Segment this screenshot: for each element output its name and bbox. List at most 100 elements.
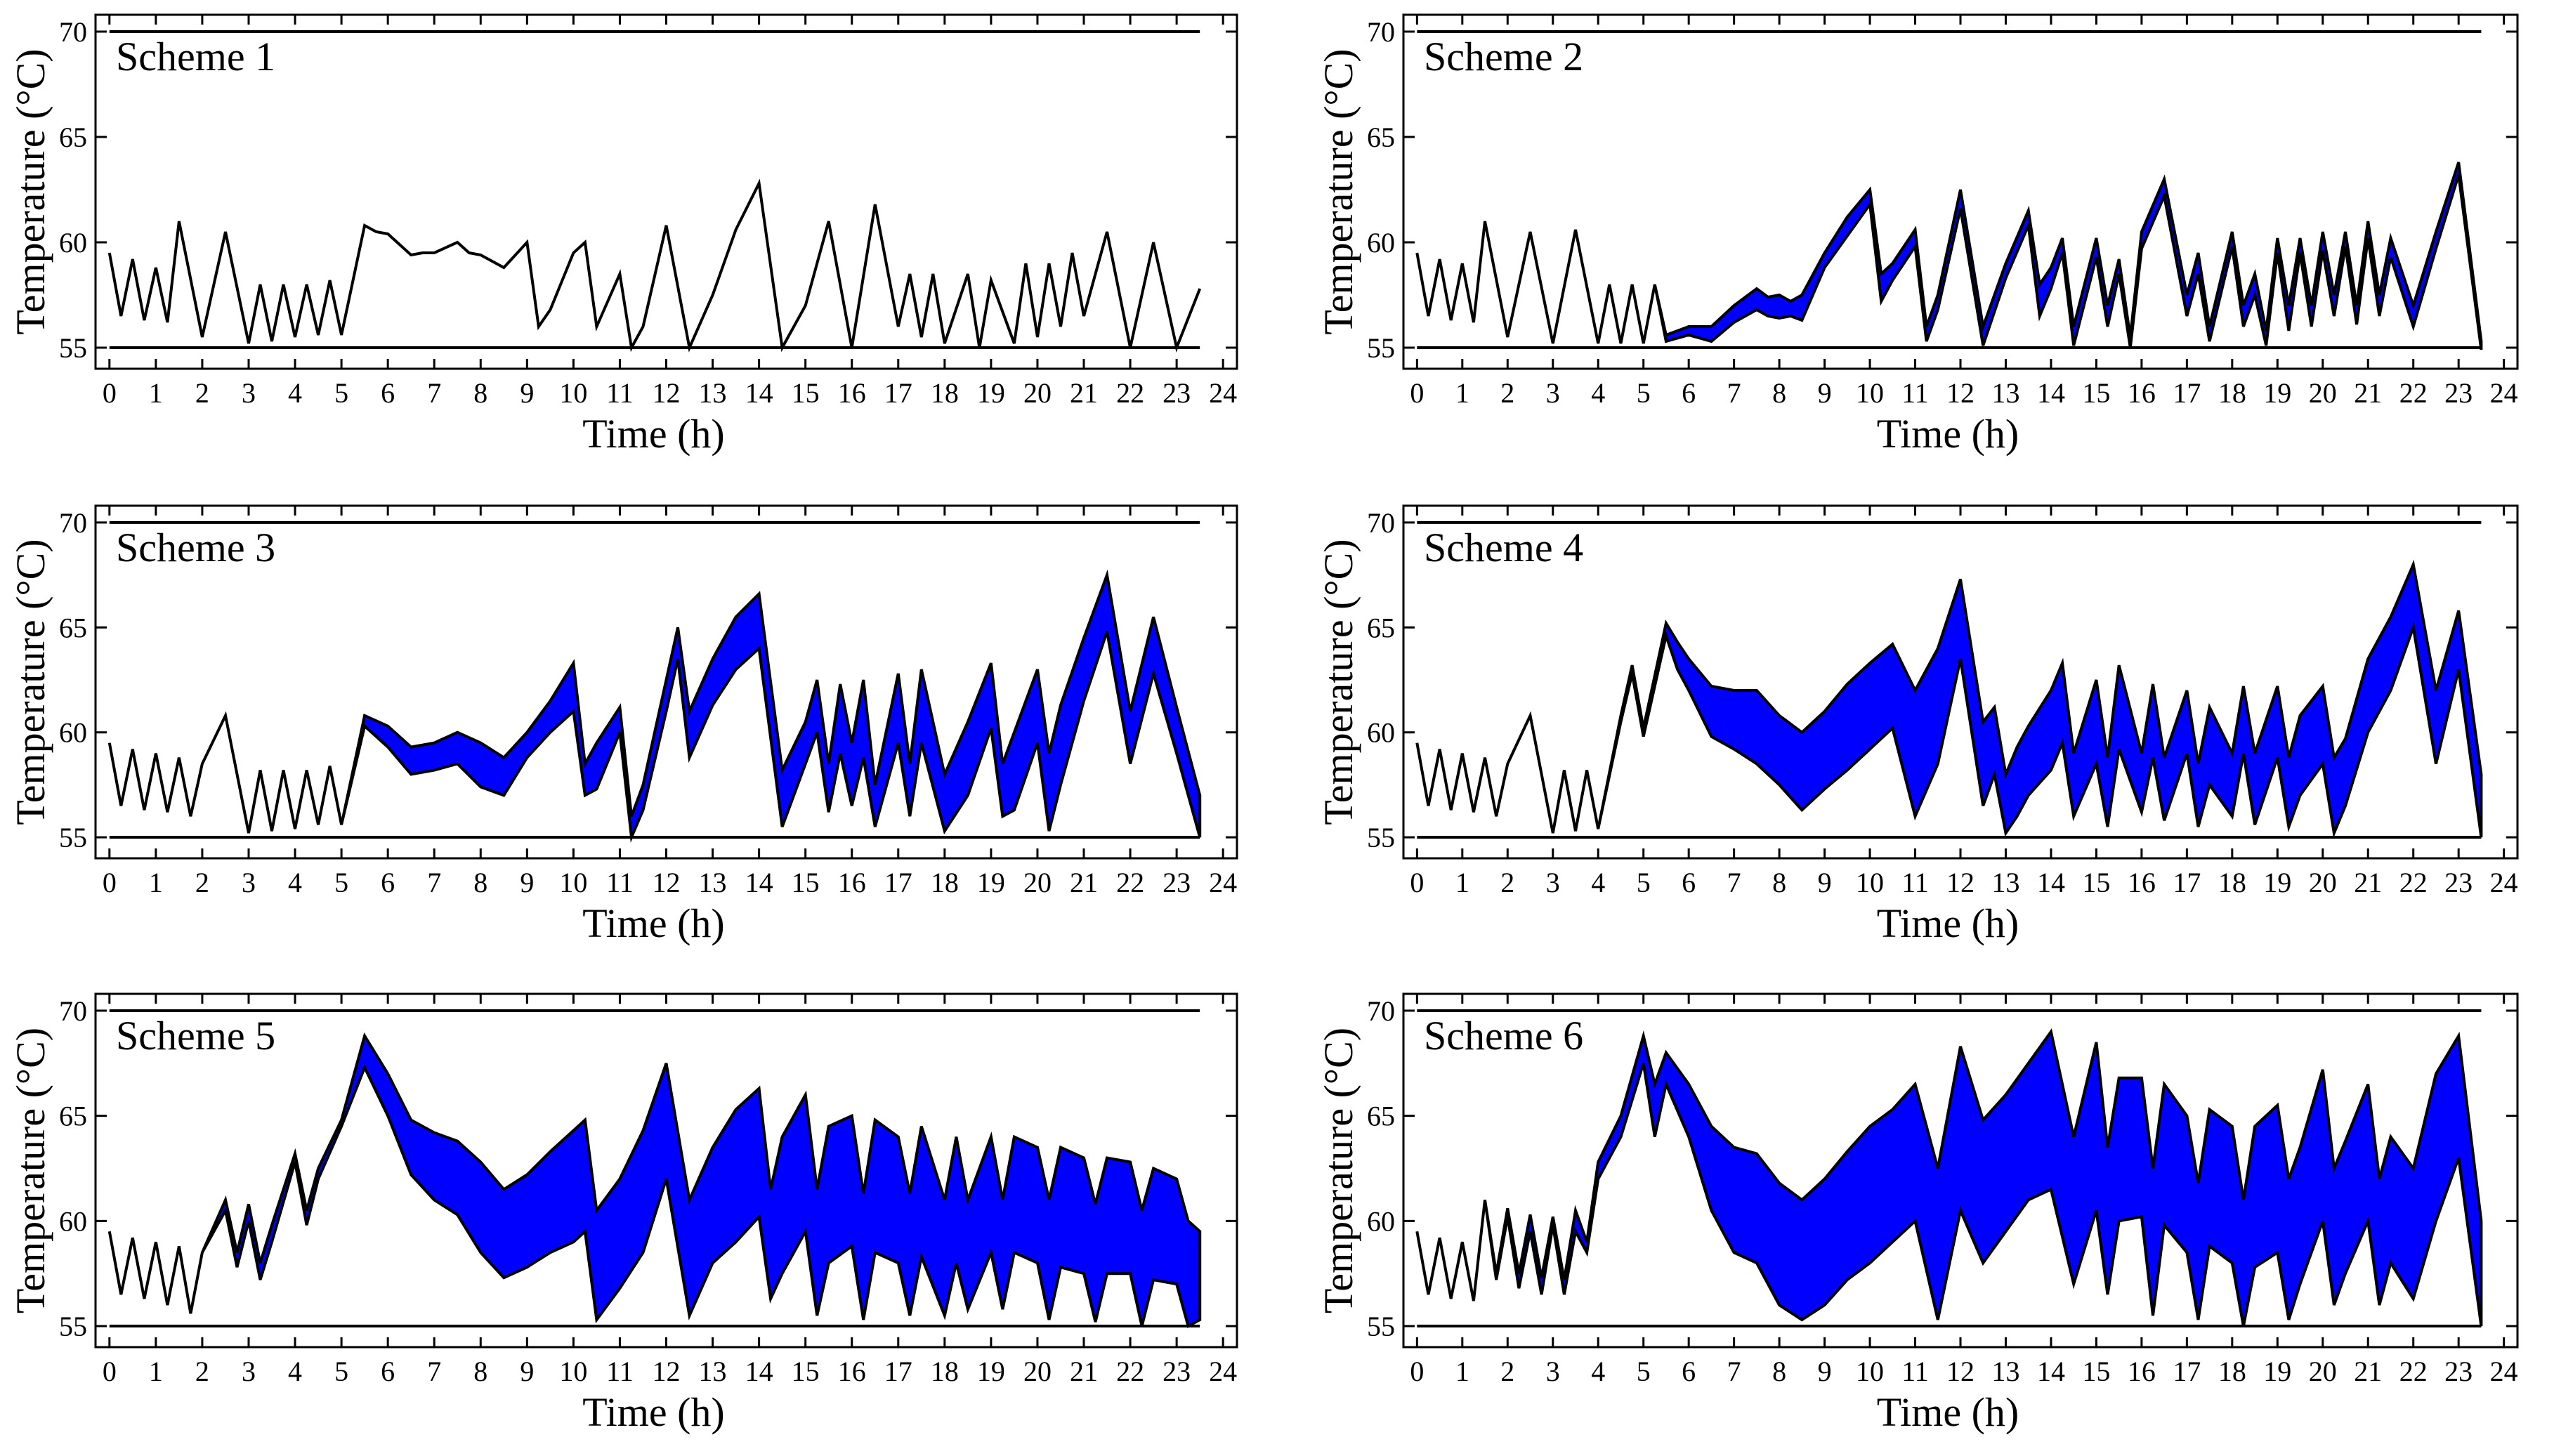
x-tick-label: 18 <box>931 1356 959 1387</box>
x-axis-label: Time (h) <box>1877 1389 2019 1435</box>
x-tick-label: 1 <box>149 377 163 409</box>
x-tick-label: 5 <box>334 867 348 898</box>
x-tick-label: 20 <box>2309 1356 2337 1387</box>
chart-panel-2: 0 1 2 3 4 5 6 7 8 9 10 11 12 13 14 15 16 17 18 19 20 21 22 23 24… <box>1316 13 2519 457</box>
x-tick-label: 18 <box>2218 867 2246 898</box>
panel-title: Scheme 5 <box>116 1013 275 1058</box>
x-tick-label: 4 <box>1591 867 1605 898</box>
x-tick-label: 8 <box>473 377 487 409</box>
chart-panel-5: 0 1 2 3 4 5 6 7 8 9 10 11 12 13 14 15 16 17 18 19 20 21 22 23 24… <box>8 992 1238 1435</box>
x-tick-label: 21 <box>2354 377 2382 409</box>
x-tick-label: 4 <box>288 1356 302 1387</box>
x-tick-label: 4 <box>288 377 302 409</box>
x-tick-label: 21 <box>1070 1356 1098 1387</box>
x-tick-label: 6 <box>1682 1356 1696 1387</box>
x-tick-label: 8 <box>1772 377 1786 409</box>
x-tick-label: 23 <box>1163 1356 1191 1387</box>
x-tick-label: 24 <box>2490 1356 2518 1387</box>
x-tick-label: 13 <box>1991 867 2019 898</box>
x-tick-label: 4 <box>1591 1356 1605 1387</box>
y-tick-label: 70 <box>59 16 87 48</box>
x-tick-label: 6 <box>1682 377 1696 409</box>
x-tick-label: 7 <box>427 867 441 898</box>
y-axis-label: Temperature (°C) <box>8 1028 53 1313</box>
y-tick-label: 60 <box>1367 717 1395 749</box>
x-tick-label: 10 <box>1856 867 1884 898</box>
x-tick-label: 3 <box>242 867 256 898</box>
x-tick-label: 21 <box>2354 1356 2382 1387</box>
x-tick-label: 16 <box>2128 377 2156 409</box>
x-tick-label: 20 <box>1023 867 1052 898</box>
x-tick-label: 24 <box>2490 377 2518 409</box>
x-tick-label: 5 <box>1637 1356 1651 1387</box>
x-tick-label: 19 <box>977 867 1005 898</box>
x-tick-label: 12 <box>653 867 681 898</box>
x-tick-label: 16 <box>838 377 866 409</box>
x-tick-label: 5 <box>1637 377 1651 409</box>
x-tick-label: 6 <box>381 867 395 898</box>
y-tick-label: 65 <box>59 1101 87 1132</box>
x-tick-label: 9 <box>520 1356 534 1387</box>
x-tick-label: 19 <box>2263 867 2291 898</box>
x-tick-label: 10 <box>559 1356 587 1387</box>
x-axis-label: Time (h) <box>1877 900 2019 946</box>
x-tick-label: 22 <box>1116 1356 1144 1387</box>
x-tick-label: 0 <box>103 867 117 898</box>
x-tick-label: 2 <box>195 377 209 409</box>
panel-title: Scheme 1 <box>116 34 275 79</box>
y-tick-label: 60 <box>59 1205 87 1237</box>
x-tick-label: 24 <box>1209 1356 1237 1387</box>
y-axis-label: Temperature (°C) <box>8 48 53 334</box>
x-tick-label: 11 <box>606 867 634 898</box>
y-axis-label: Temperature (°C) <box>1316 539 1361 825</box>
temperature-band <box>1415 162 2483 350</box>
x-tick-label: 20 <box>1023 377 1052 409</box>
x-tick-label: 4 <box>1591 377 1605 409</box>
x-tick-label: 11 <box>606 1356 634 1387</box>
x-tick-label: 3 <box>1546 1356 1560 1387</box>
x-tick-label: 8 <box>1772 1356 1786 1387</box>
temperature-band <box>107 178 1202 353</box>
x-tick-label: 10 <box>1856 377 1884 409</box>
x-tick-label: 9 <box>520 377 534 409</box>
x-tick-label: 6 <box>1682 867 1696 898</box>
panel-title: Scheme 2 <box>1424 34 1583 79</box>
x-tick-label: 10 <box>559 377 587 409</box>
x-tick-label: 2 <box>1500 377 1514 409</box>
x-tick-label: 23 <box>1163 377 1191 409</box>
x-tick-label: 8 <box>473 1356 487 1387</box>
x-tick-label: 14 <box>745 1356 773 1387</box>
x-tick-label: 13 <box>699 867 727 898</box>
x-tick-label: 11 <box>1901 867 1929 898</box>
x-tick-label: 16 <box>838 867 866 898</box>
x-tick-label: 8 <box>473 867 487 898</box>
x-tick-label: 11 <box>1901 377 1929 409</box>
y-tick-label: 55 <box>59 332 87 364</box>
y-tick-label: 70 <box>1367 995 1395 1027</box>
x-tick-label: 10 <box>1856 1356 1884 1387</box>
x-tick-label: 17 <box>2173 867 2201 898</box>
x-tick-label: 19 <box>977 377 1005 409</box>
panel-title: Scheme 4 <box>1424 525 1583 570</box>
chart-panel-3: 0 1 2 3 4 5 6 7 8 9 10 11 12 13 14 15 16 17 18 19 20 21 22 23 24… <box>8 504 1238 946</box>
x-tick-label: 5 <box>1637 867 1651 898</box>
x-tick-label: 2 <box>195 867 209 898</box>
y-tick-label: 65 <box>59 612 87 643</box>
x-tick-label: 20 <box>1023 1356 1052 1387</box>
x-tick-label: 18 <box>931 377 959 409</box>
x-tick-label: 17 <box>2173 377 2201 409</box>
x-tick-label: 16 <box>838 1356 866 1387</box>
x-tick-label: 5 <box>334 1356 348 1387</box>
x-axis-label: Time (h) <box>1877 411 2019 457</box>
x-tick-label: 8 <box>1772 867 1786 898</box>
x-tick-label: 5 <box>334 377 348 409</box>
x-tick-label: 12 <box>1946 1356 1975 1387</box>
y-tick-label: 55 <box>59 1311 87 1342</box>
chart-panel-4: 0 1 2 3 4 5 6 7 8 9 10 11 12 13 14 15 16 17 18 19 20 21 22 23 24… <box>1316 504 2519 946</box>
y-tick-label: 70 <box>1367 507 1395 539</box>
x-tick-label: 2 <box>1500 1356 1514 1387</box>
x-tick-label: 16 <box>2128 1356 2156 1387</box>
x-tick-label: 7 <box>427 377 441 409</box>
x-tick-label: 23 <box>2444 867 2473 898</box>
